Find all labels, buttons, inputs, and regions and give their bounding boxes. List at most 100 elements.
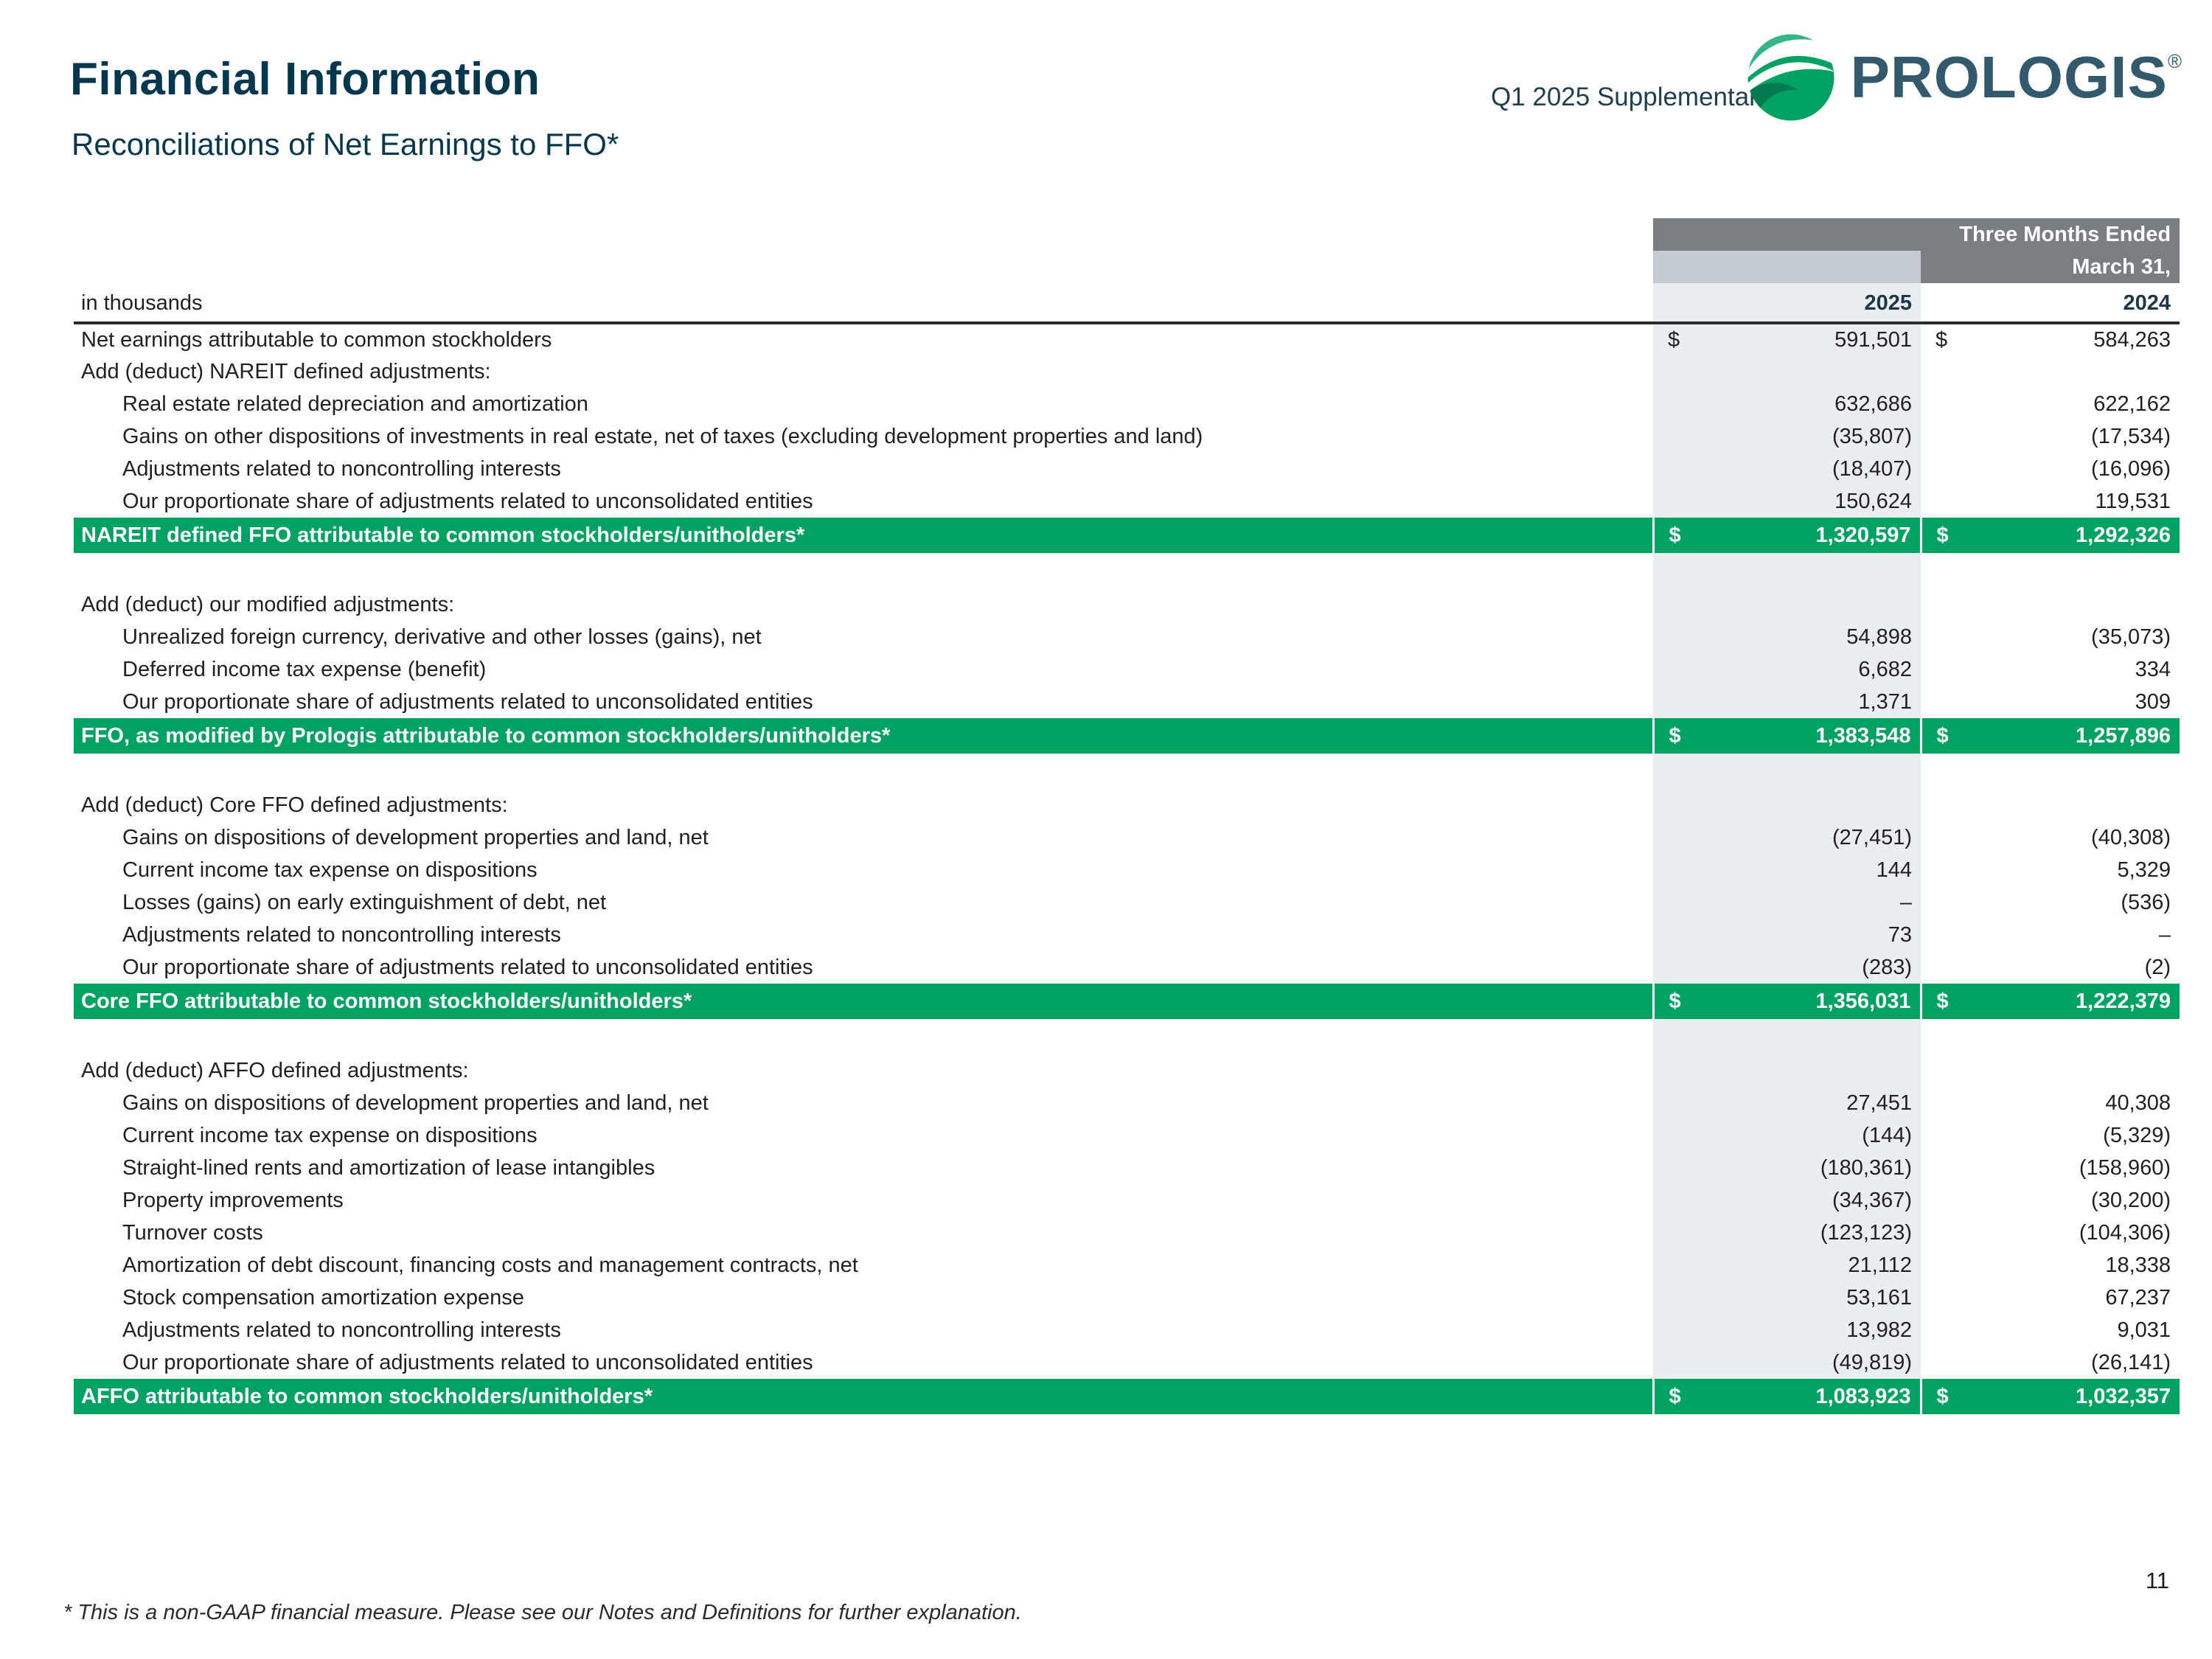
total-label: Core FFO attributable to common stockhol…: [74, 984, 1653, 1019]
value-2024: 67,237: [2105, 1285, 2171, 1310]
empty-cell: [74, 754, 1653, 789]
empty-cell: [1921, 1119, 1966, 1152]
row-label: Deferred income tax expense (benefit): [122, 657, 487, 681]
empty-cell: [1699, 1054, 1921, 1087]
column-header-2025: 2025: [1699, 283, 1921, 324]
empty-cell: [1921, 588, 1966, 621]
empty-cell: [74, 553, 1653, 588]
table-row: Our proportionate share of adjustments r…: [74, 1346, 2180, 1379]
empty-cell: [1921, 789, 1966, 821]
empty-cell: [1653, 355, 1699, 388]
date-label: March 31,: [1921, 251, 2180, 283]
empty-cell: [1921, 1217, 1966, 1249]
currency-2025: $: [1652, 1379, 1699, 1414]
section-label: Add (deduct) AFFO defined adjustments:: [81, 1058, 469, 1082]
empty-cell: [1921, 388, 1966, 420]
spacer-row: [74, 553, 2180, 588]
row-label: Turnover costs: [122, 1220, 263, 1245]
currency-2025: $: [1652, 984, 1699, 1019]
row-label: Gains on dispositions of development pro…: [122, 1091, 709, 1115]
value-2024: (158,960): [2079, 1155, 2171, 1180]
empty-cell: [1921, 1152, 1966, 1184]
value-2024: 309: [2135, 689, 2171, 714]
total-row-core-ffo: Core FFO attributable to common stockhol…: [74, 984, 2180, 1019]
header-spacer: [74, 218, 1653, 251]
empty-cell: [1966, 754, 2180, 789]
empty-cell: [1653, 1346, 1699, 1379]
spacer-row: [74, 1019, 2180, 1054]
empty-cell: [1921, 1019, 1966, 1054]
table-row: Property improvements (34,367) (30,200): [74, 1184, 2180, 1217]
currency-2024: $: [1935, 327, 1948, 352]
table-row: Stock compensation amortization expense …: [74, 1281, 2180, 1314]
empty-cell: [1653, 754, 1699, 789]
value-2024: 5,329: [2117, 858, 2171, 882]
table-row: Our proportionate share of adjustments r…: [74, 686, 2180, 718]
total-row-nareit-ffo: NAREIT defined FFO attributable to commo…: [74, 518, 2180, 553]
empty-cell: [1921, 553, 1966, 588]
table-row: Turnover costs (123,123) (104,306): [74, 1217, 2180, 1249]
empty-cell: [1966, 553, 2180, 588]
value-2025: (35,807): [1699, 420, 1921, 453]
value-2025: 13,982: [1699, 1314, 1921, 1346]
value-2025: (180,361): [1699, 1152, 1921, 1184]
empty-cell: [1921, 1087, 1966, 1119]
empty-cell: [1653, 686, 1699, 718]
table-row: Deferred income tax expense (benefit) 6,…: [74, 653, 2180, 686]
value-2024: (17,534): [2091, 424, 2171, 448]
spacer-row: [74, 754, 2180, 789]
row-label: Straight-lined rents and amortization of…: [122, 1155, 655, 1180]
registered-mark: ®: [2167, 50, 2183, 72]
value-2025: 53,161: [1699, 1281, 1921, 1314]
value-2024: –: [2158, 922, 2171, 947]
empty-cell: [1653, 886, 1699, 919]
value-2024: 18,338: [2105, 1253, 2171, 1277]
row-net-earnings: Net earnings attributable to common stoc…: [74, 323, 2180, 355]
empty-cell: [1699, 355, 1921, 388]
empty-cell: [1653, 1019, 1699, 1054]
page-number: 11: [2145, 1568, 2169, 1593]
value-2024: 334: [2135, 657, 2171, 681]
empty-cell: [1699, 588, 1921, 621]
empty-cell: [1921, 686, 1966, 718]
empty-cell: [1653, 789, 1699, 821]
value-2024: (104,306): [2079, 1220, 2171, 1245]
header-spacer: [1921, 283, 1966, 324]
empty-cell: [1921, 1314, 1966, 1346]
empty-cell: [1699, 1019, 1921, 1054]
table-row: Losses (gains) on early extinguishment o…: [74, 886, 2180, 919]
table-row: Adjustments related to noncontrolling in…: [74, 453, 2180, 485]
row-label: Our proportionate share of adjustments r…: [122, 689, 813, 714]
empty-cell: [1653, 1217, 1699, 1249]
empty-cell: [1653, 1087, 1699, 1119]
value-2024: 1,032,357: [1966, 1379, 2180, 1414]
empty-cell: [1921, 821, 1966, 854]
value-2025: (123,123): [1699, 1217, 1921, 1249]
table-row: Amortization of debt discount, financing…: [74, 1249, 2180, 1281]
value-2024: 584,263: [2093, 327, 2171, 352]
value-2025: 632,686: [1699, 388, 1921, 420]
empty-cell: [1921, 854, 1966, 886]
empty-cell: [1921, 1184, 1966, 1217]
value-2025: 27,451: [1699, 1087, 1921, 1119]
empty-cell: [1653, 1314, 1699, 1346]
empty-cell: [1653, 1054, 1699, 1087]
empty-cell: [1921, 1054, 1966, 1087]
row-label: Property improvements: [122, 1188, 344, 1212]
empty-cell: [1653, 1249, 1699, 1281]
period-label: Three Months Ended: [1653, 218, 2180, 251]
value-2025: 21,112: [1699, 1249, 1921, 1281]
empty-cell: [1653, 951, 1699, 984]
value-2025: (27,451): [1699, 821, 1921, 854]
empty-cell: [1966, 1054, 2180, 1087]
header-spacer: [1653, 283, 1699, 324]
value-2024: (30,200): [2091, 1188, 2171, 1212]
empty-cell: [1653, 485, 1699, 518]
total-label: NAREIT defined FFO attributable to commo…: [74, 518, 1653, 553]
table-row: Gains on dispositions of development pro…: [74, 821, 2180, 854]
value-2024: (26,141): [2091, 1350, 2171, 1374]
value-2024: 9,031: [2117, 1318, 2171, 1342]
value-2024: 119,531: [2095, 489, 2171, 513]
row-label: Real estate related depreciation and amo…: [122, 392, 588, 416]
empty-cell: [1921, 485, 1966, 518]
